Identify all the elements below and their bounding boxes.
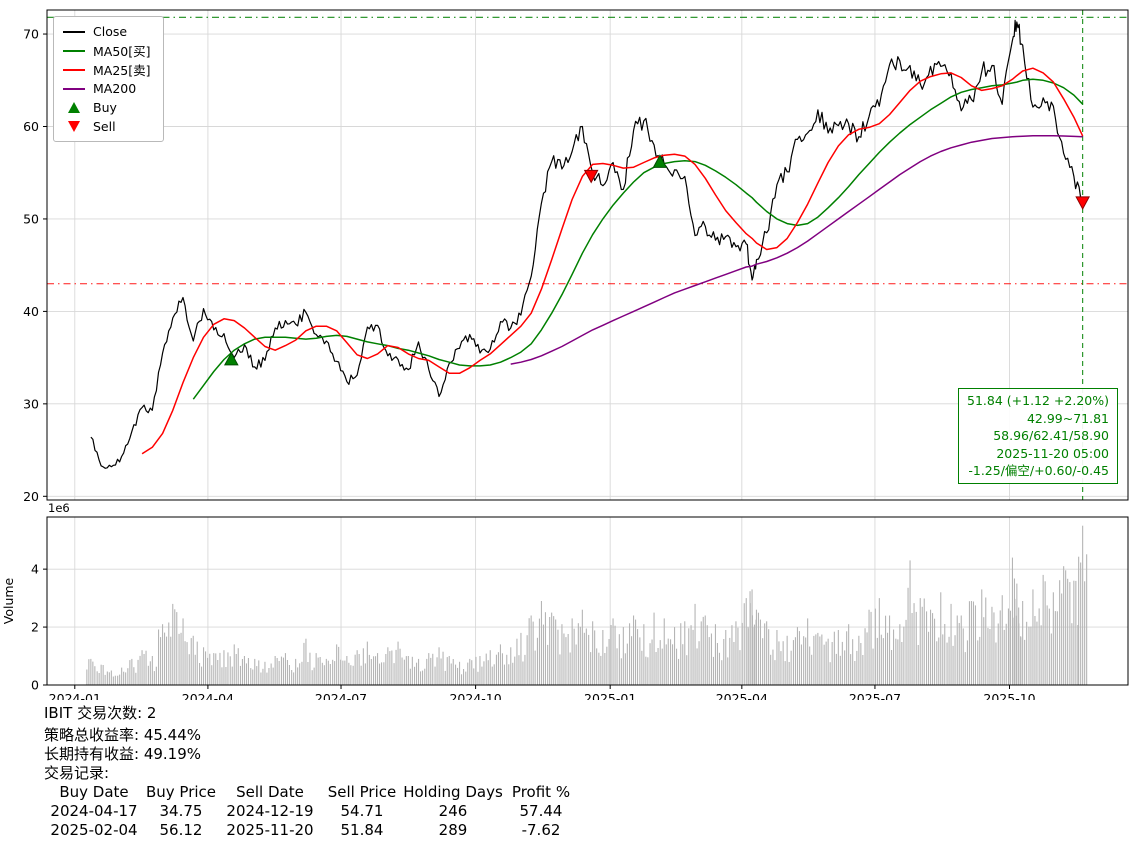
legend-item-close: Close [62, 22, 151, 41]
trade-table-cell: 34.75 [159, 802, 203, 820]
legend-item-sell: Sell [62, 117, 151, 136]
legend-item-ma200: MA200 [62, 79, 151, 98]
ma200-line-sample-icon [62, 87, 86, 90]
x-tick-label: 2024-10 [449, 691, 501, 700]
summary-trades: IBIT 交易次数: 2 [44, 704, 157, 722]
volume-y-tick-label: 0 [31, 678, 39, 693]
series-ma200 [510, 134, 1083, 365]
summary-strategy-return: 策略总收益率: 45.44% [44, 726, 202, 744]
legend-label: MA200 [93, 81, 137, 96]
trade-table-cell: 51.84 [340, 821, 384, 839]
legend-label: Sell [93, 119, 116, 134]
x-tick-label: 2025-07 [849, 691, 901, 700]
trade-table-header: Buy Date [59, 783, 129, 801]
volume-axis-title: Volume [1, 577, 16, 624]
trade-table-cell: 2024-04-17 [50, 802, 138, 820]
annotation-line: 51.84 (+1.12 +2.20%) [967, 393, 1109, 408]
trade-table-row: 2024-04-17 34.75 2024-12-19 54.71 246 57.44 [44, 802, 578, 821]
x-tick-label: 2024-07 [315, 691, 367, 700]
sell-marker [1075, 196, 1090, 210]
buy-marker [652, 154, 668, 168]
legend-label: Buy [93, 100, 117, 115]
price-y-tick-label: 50 [23, 211, 39, 226]
trade-table-cell: 54.71 [340, 802, 384, 820]
trade-table-cell: 2025-11-20 [226, 821, 314, 839]
trade-table-row: 2025-02-04 56.12 2025-11-20 51.84 289 -7.62 [44, 821, 578, 840]
chart-canvas: 20 30 40 50 60 70 0 2 4 2024-01 2024-04 2024-07 2024… [1, 9, 1129, 700]
series-close [90, 19, 1084, 469]
legend-label: Close [93, 24, 128, 39]
close-line-sample-icon [62, 30, 86, 33]
ma25-line-sample-icon [62, 68, 86, 71]
sell-marker [583, 169, 599, 184]
summary-block: IBIT 交易次数: 2 策略总收益率: 45.44% 长期持有收益: 49.1… [44, 704, 578, 840]
chart-area: 20 30 40 50 60 70 0 2 4 2024-01 2024-04 2024-07 2024… [1, 9, 1129, 700]
trade-table-cell: 2024-12-19 [226, 802, 314, 820]
trade-table-header: Sell Date [236, 783, 304, 801]
trade-table-cell: 57.44 [519, 802, 563, 820]
volume-bars [86, 525, 1088, 685]
price-y-tick-label: 70 [23, 27, 39, 42]
price-series [90, 19, 1084, 469]
trade-table-header-row: Buy Date Buy Price Sell Date Sell Price Hold… [44, 783, 578, 802]
volume-axes-frame [46, 516, 1129, 686]
legend-label: MA50[买] [93, 44, 151, 59]
volume-y-tick-label: 4 [31, 562, 39, 577]
price-axes-frame [46, 9, 1129, 501]
series-ma50 [192, 78, 1084, 400]
annotation-line: 2025-11-20 05:00 [996, 445, 1109, 461]
gridlines [47, 10, 1128, 686]
legend-item-buy: Buy [62, 98, 151, 117]
series-ma25 [141, 67, 1084, 455]
annotation-line: 42.99~71.81 [1026, 410, 1109, 426]
legend-item-ma25: MA25[卖] [62, 60, 151, 79]
sell-triangle-icon [62, 121, 86, 132]
quote-annotation: 51.84 (+1.12 +2.20%) 42.99~71.81 58.96/62.… [958, 388, 1118, 484]
trade-table-header: Profit % [511, 783, 571, 801]
trade-table-header: Sell Price [327, 783, 397, 801]
legend-label: MA25[卖] [93, 63, 151, 78]
buy-marker [223, 351, 239, 366]
volume-scale-label: 1e6 [48, 501, 70, 515]
trade-table-cell: 2025-02-04 [50, 821, 138, 839]
annotation-line: -1.25/偏空/+0.60/-0.45 [968, 463, 1109, 478]
price-y-tick-label: 30 [23, 396, 39, 411]
axes: 20 30 40 50 60 70 0 2 4 2024-01 2024-04 2024-07 2024… [1, 9, 1129, 700]
trade-table-header: Buy Price [145, 783, 217, 801]
price-y-tick-label: 20 [23, 489, 39, 504]
annotation-line: 58.96/62.41/58.90 [993, 428, 1109, 443]
chart-legend: Close MA50[买] MA25[卖] MA200 Buy Sell [53, 16, 164, 142]
trade-table: Buy Date Buy Price Sell Date Sell Price Hold… [44, 783, 578, 840]
trade-table-header: Holding Days [403, 783, 503, 801]
trade-table-cell: -7.62 [521, 821, 561, 839]
price-y-tick-label: 40 [23, 304, 39, 319]
legend-item-ma50: MA50[买] [62, 41, 151, 60]
trade-markers [223, 154, 1090, 366]
summary-records-label: 交易记录: [44, 764, 110, 782]
x-tick-label: 2025-01 [584, 691, 636, 700]
volume-y-tick-label: 2 [31, 620, 39, 635]
summary-hold-return: 长期持有收益: 49.19% [44, 745, 202, 763]
buy-triangle-icon [62, 102, 86, 113]
x-tick-label: 2024-04 [182, 691, 234, 700]
trade-table-cell: 56.12 [159, 821, 203, 839]
trade-table-cell: 246 [438, 802, 468, 820]
x-tick-label: 2024-01 [49, 691, 101, 700]
ma50-line-sample-icon [62, 49, 86, 52]
x-tick-label: 2025-10 [983, 691, 1035, 700]
x-tick-label: 2025-04 [716, 691, 768, 700]
trade-table-cell: 289 [438, 821, 468, 839]
price-y-tick-label: 60 [23, 119, 39, 134]
